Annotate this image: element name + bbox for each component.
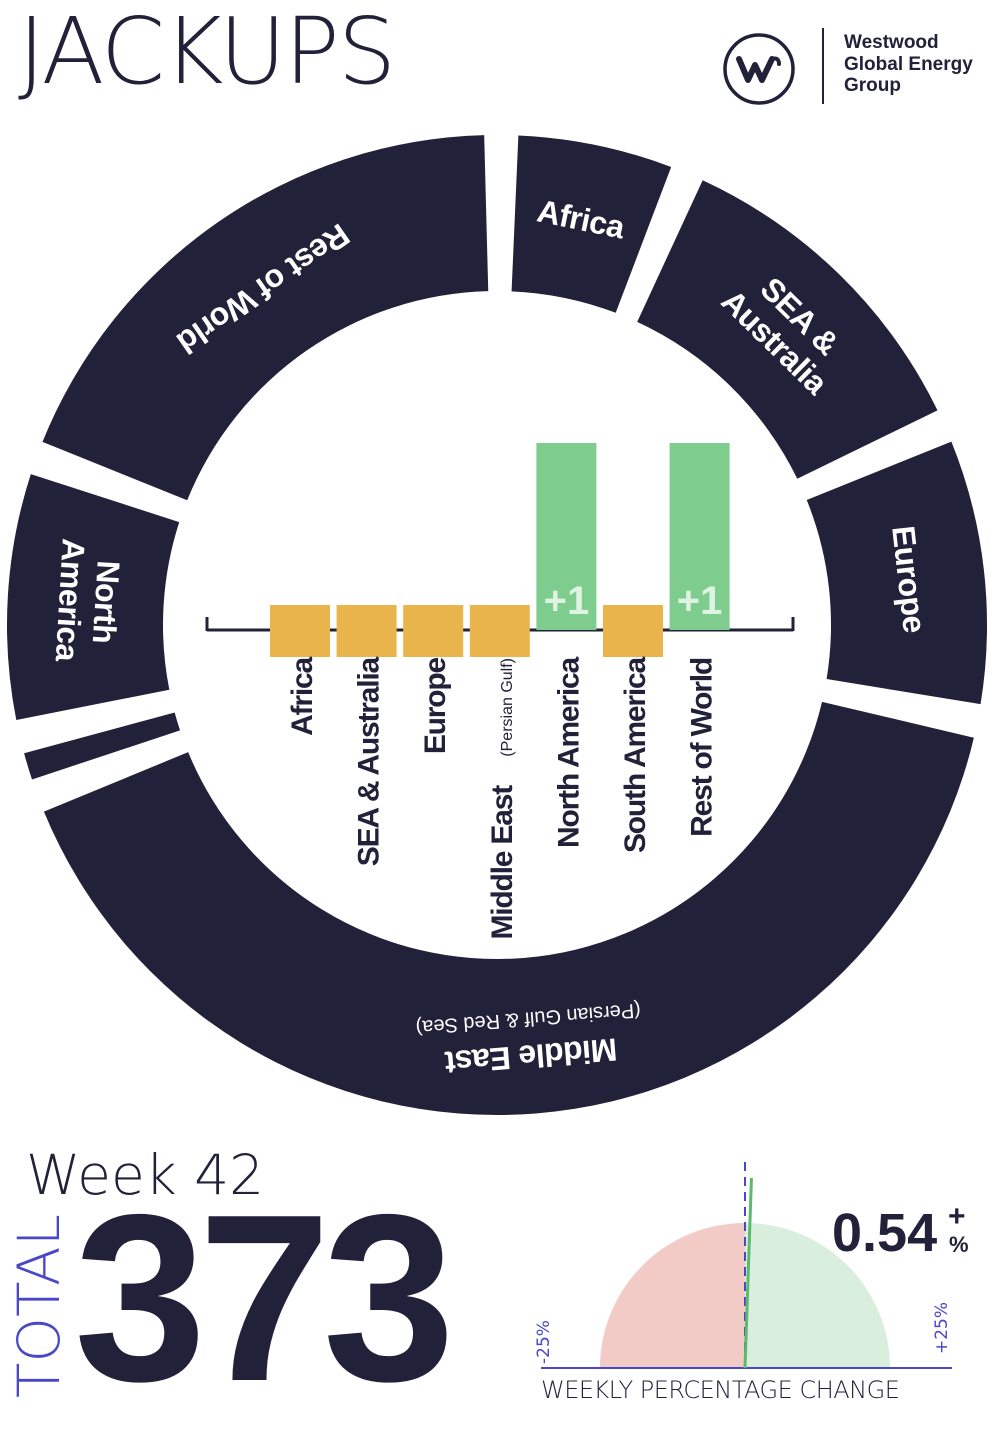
donut-label-text: North xyxy=(86,560,127,645)
bar-category-label: South America xyxy=(619,656,652,853)
bar-category-note: (Persian Gulf) xyxy=(499,658,516,757)
logo-divider xyxy=(822,28,824,104)
donut-segment-sea-australia xyxy=(637,180,938,479)
bar-category-label: Middle East xyxy=(486,785,519,940)
percentage-unit: % xyxy=(949,1232,969,1257)
donut-segment-europe xyxy=(806,441,987,705)
gauge-negative-half xyxy=(600,1223,745,1368)
bar-category-label: Rest of World xyxy=(686,658,719,837)
westwood-w-icon xyxy=(723,33,795,105)
bar-rest-of-world xyxy=(669,443,730,630)
bar-category-label: Africa xyxy=(286,656,319,735)
westwood-logo: Westwood Global Energy Group xyxy=(722,28,992,108)
bar-category-label: Europe xyxy=(419,657,452,754)
gauge-needle xyxy=(743,1178,753,1369)
logo-wordmark: Westwood Global Energy Group xyxy=(844,32,973,97)
gauge-caption: WEEKLY PERCENTAGE CHANGE xyxy=(541,1376,900,1404)
total-count: 373 xyxy=(74,1166,455,1431)
percentage-sign: + xyxy=(948,1200,966,1233)
weekly-change-bar-chart: Africa SEA & Australia Europe Middle East (P… xyxy=(205,443,795,940)
logo-line: Westwood xyxy=(844,32,939,53)
total-label-text: TOTAL xyxy=(5,1214,73,1398)
bar-north-america xyxy=(536,443,597,630)
logo-line: Group xyxy=(844,75,901,96)
gauge-min-label: -25% xyxy=(534,1320,554,1364)
donut-segment-unlabeled xyxy=(24,712,181,780)
week-label: Week 42 xyxy=(26,1143,265,1207)
bar-category-label: SEA & Australia xyxy=(353,657,386,867)
bar-south-america xyxy=(603,605,663,657)
bar-sea-australia xyxy=(336,605,397,657)
percentage-value: 0.54 xyxy=(832,1203,938,1263)
page-title: JACKUPS xyxy=(18,0,396,105)
bar-europe xyxy=(403,605,464,657)
donut-segment-africa xyxy=(511,135,672,313)
gauge-positive-half xyxy=(745,1223,890,1368)
donut-segment-rest-of-world xyxy=(42,135,489,501)
gauge-max-label: +25% xyxy=(932,1301,952,1354)
bar-africa xyxy=(270,605,330,657)
weekly-change-gauge xyxy=(541,1162,952,1369)
donut-segment-middle-east-persian-gulf-red-sea xyxy=(43,701,974,1115)
bar-middle-east xyxy=(469,605,530,657)
bar-data-label: +1 xyxy=(544,579,590,623)
bar-data-label: +1 xyxy=(677,579,723,623)
percentage-change: 0.54 + % xyxy=(832,1202,969,1263)
donut-segment-north-america xyxy=(6,474,180,721)
donut-label-text: America xyxy=(49,537,92,662)
bar-category-label: North America xyxy=(552,656,585,848)
logo-line: Global Energy xyxy=(844,53,973,75)
